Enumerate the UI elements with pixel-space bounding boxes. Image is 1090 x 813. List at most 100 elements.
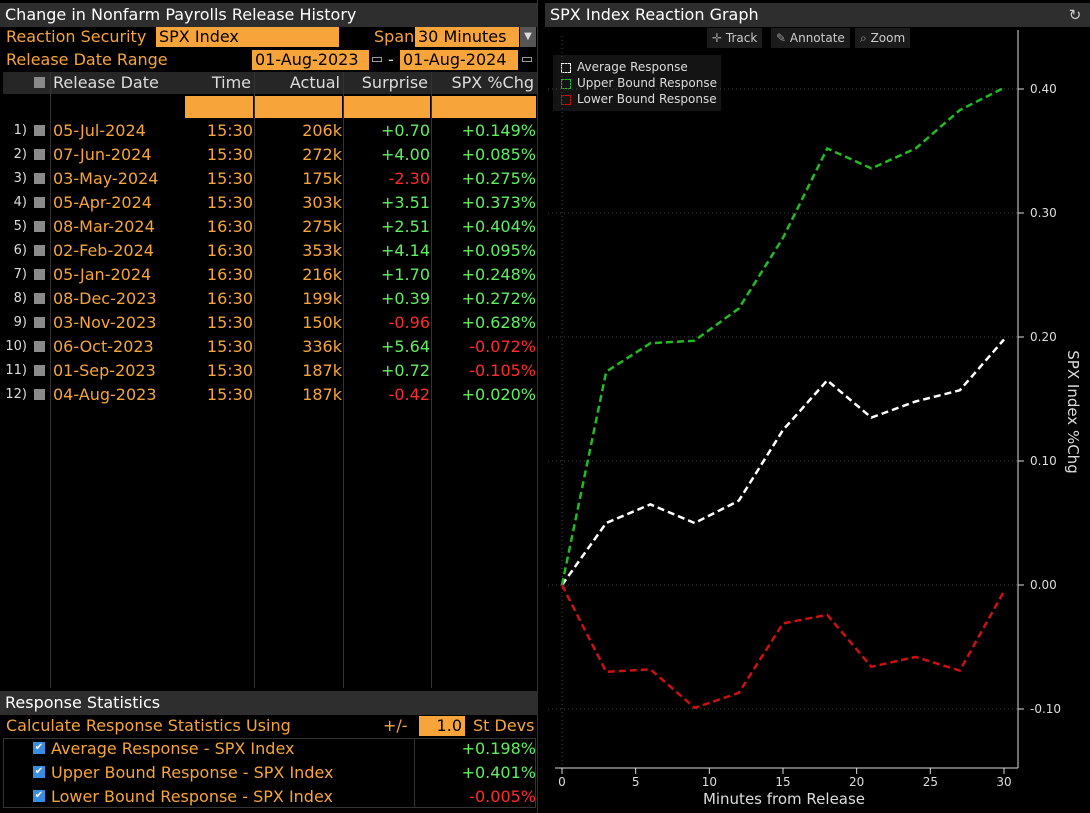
row-time: 16:30 (206, 289, 253, 308)
span-label: Span (374, 27, 415, 46)
row-actual: 353k (302, 241, 342, 260)
row-checkbox[interactable] (34, 197, 45, 208)
col-time[interactable]: Time (211, 73, 251, 92)
row-release-date: 08-Mar-2024 (53, 217, 155, 236)
col-release-date[interactable]: Release Date (53, 73, 159, 92)
col-divider (414, 738, 415, 808)
range-start-field[interactable]: 01-Aug-2023 (252, 50, 369, 70)
span-dropdown-icon[interactable]: ▼ (520, 27, 536, 47)
chart-legend (553, 55, 721, 111)
row-checkbox[interactable] (34, 317, 45, 328)
calendar-start-icon[interactable]: ▭ (370, 52, 384, 67)
legend-swatch (561, 94, 571, 105)
span-field[interactable]: 30 Minutes (415, 27, 519, 47)
table-row[interactable]: 4) 05-Apr-2024 15:30 303k +3.51 +0.373% (0, 191, 540, 215)
row-spx-chg: +0.248% (461, 265, 536, 284)
table-row[interactable]: 1) 05-Jul-2024 15:30 206k +0.70 +0.149% (0, 119, 540, 143)
table-row[interactable]: 10) 06-Oct-2023 15:30 336k +5.64 -0.072% (0, 335, 540, 359)
upper-response-label: Upper Bound Response - SPX Index (51, 763, 334, 782)
row-spx-chg: +0.404% (461, 217, 536, 236)
row-checkbox[interactable] (34, 365, 45, 376)
row-release-date: 02-Feb-2024 (53, 241, 154, 260)
lower-bound-line (560, 584, 1006, 710)
table-row[interactable]: 9) 03-Nov-2023 15:30 150k -0.96 +0.628% (0, 311, 540, 335)
row-time: 15:30 (206, 337, 253, 356)
table-header (3, 72, 537, 94)
select-all-checkbox[interactable] (34, 77, 45, 88)
row-actual: 275k (302, 217, 342, 236)
range-end-field[interactable]: 01-Aug-2024 (400, 50, 518, 70)
filter-surprise[interactable] (344, 96, 430, 118)
row-actual: 187k (302, 385, 342, 404)
filter-time[interactable] (185, 96, 253, 118)
row-index: 5) (13, 219, 27, 234)
legend-label: Average Response (577, 60, 688, 74)
row-index: 2) (13, 147, 27, 162)
row-checkbox[interactable] (34, 341, 45, 352)
table-row[interactable]: 11) 01-Sep-2023 15:30 187k +0.72 -0.105% (0, 359, 540, 383)
row-time: 16:30 (206, 217, 253, 236)
col-spx-chg[interactable]: SPX %Chg (451, 73, 534, 92)
lower-response-checkbox[interactable]: ✔ (33, 790, 45, 802)
x-tick-label: 5 (632, 775, 640, 789)
annotate-label: Annotate (789, 31, 845, 45)
upper-response-checkbox[interactable]: ✔ (33, 766, 45, 778)
row-index: 1) (13, 123, 27, 138)
row-surprise: -2.30 (388, 169, 430, 188)
reaction-security-field[interactable]: SPX Index (156, 27, 339, 47)
row-checkbox[interactable] (34, 245, 45, 256)
row-index: 7) (13, 267, 27, 282)
stats-box (3, 738, 536, 808)
col-divider (537, 0, 538, 813)
row-surprise: +2.51 (380, 217, 430, 236)
row-release-date: 01-Sep-2023 (53, 361, 156, 380)
row-checkbox[interactable] (34, 149, 45, 160)
table-row[interactable]: 8) 08-Dec-2023 16:30 199k +0.39 +0.272% (0, 287, 540, 311)
x-tick-label: 20 (849, 775, 864, 789)
row-surprise: +4.00 (380, 145, 430, 164)
row-surprise: +0.70 (380, 121, 430, 140)
row-release-date: 03-Nov-2023 (53, 313, 157, 332)
row-checkbox[interactable] (34, 221, 45, 232)
row-checkbox[interactable] (34, 173, 45, 184)
row-checkbox[interactable] (34, 125, 45, 136)
x-axis-label: Minutes from Release (703, 790, 865, 808)
annotate-button[interactable]: ✎ Annotate (771, 28, 850, 48)
row-checkbox[interactable] (34, 269, 45, 280)
col-surprise[interactable]: Surprise (361, 73, 428, 92)
filter-spx-chg[interactable] (432, 96, 536, 118)
y-tick-label: 0.20 (1030, 330, 1057, 344)
col-divider (254, 72, 255, 688)
row-release-date: 08-Dec-2023 (53, 289, 157, 308)
row-checkbox[interactable] (34, 389, 45, 400)
table-row[interactable]: 2) 07-Jun-2024 15:30 272k +4.00 +0.085% (0, 143, 540, 167)
row-checkbox[interactable] (34, 293, 45, 304)
filter-actual[interactable] (255, 96, 342, 118)
refresh-icon[interactable]: ↻ (1068, 6, 1082, 24)
row-spx-chg: +0.275% (461, 169, 536, 188)
avg-response-checkbox[interactable]: ✔ (33, 742, 45, 754)
table-row[interactable]: 12) 04-Aug-2023 15:30 187k -0.42 +0.020% (0, 383, 540, 407)
row-actual: 187k (302, 361, 342, 380)
table-row[interactable]: 6) 02-Feb-2024 16:30 353k +4.14 +0.095% (0, 239, 540, 263)
upper-bound-line (560, 86, 1005, 586)
row-surprise: +5.64 (380, 337, 430, 356)
x-tick-label: 25 (923, 775, 938, 789)
stdev-field[interactable]: 1.0 (419, 716, 465, 736)
release-range-label: Release Date Range (6, 50, 168, 69)
row-spx-chg: +0.149% (461, 121, 536, 140)
col-actual[interactable]: Actual (289, 73, 340, 92)
table-row[interactable]: 5) 08-Mar-2024 16:30 275k +2.51 +0.404% (0, 215, 540, 239)
y-tick-label: 0.40 (1030, 82, 1057, 96)
row-time: 15:30 (206, 193, 253, 212)
calendar-end-icon[interactable]: ▭ (520, 52, 534, 67)
row-time: 15:30 (206, 361, 253, 380)
x-tick-label: 30 (996, 775, 1011, 789)
track-label: Track (725, 31, 758, 45)
stats-calc-label: Calculate Response Statistics Using (6, 716, 291, 735)
table-row[interactable]: 3) 03-May-2024 15:30 175k -2.30 +0.275% (0, 167, 540, 191)
track-button[interactable]: ✛ Track (707, 28, 763, 48)
table-row[interactable]: 7) 05-Jan-2024 16:30 216k +1.70 +0.248% (0, 263, 540, 287)
col-divider (50, 72, 51, 688)
zoom-button[interactable]: ⌕ Zoom (855, 28, 911, 48)
